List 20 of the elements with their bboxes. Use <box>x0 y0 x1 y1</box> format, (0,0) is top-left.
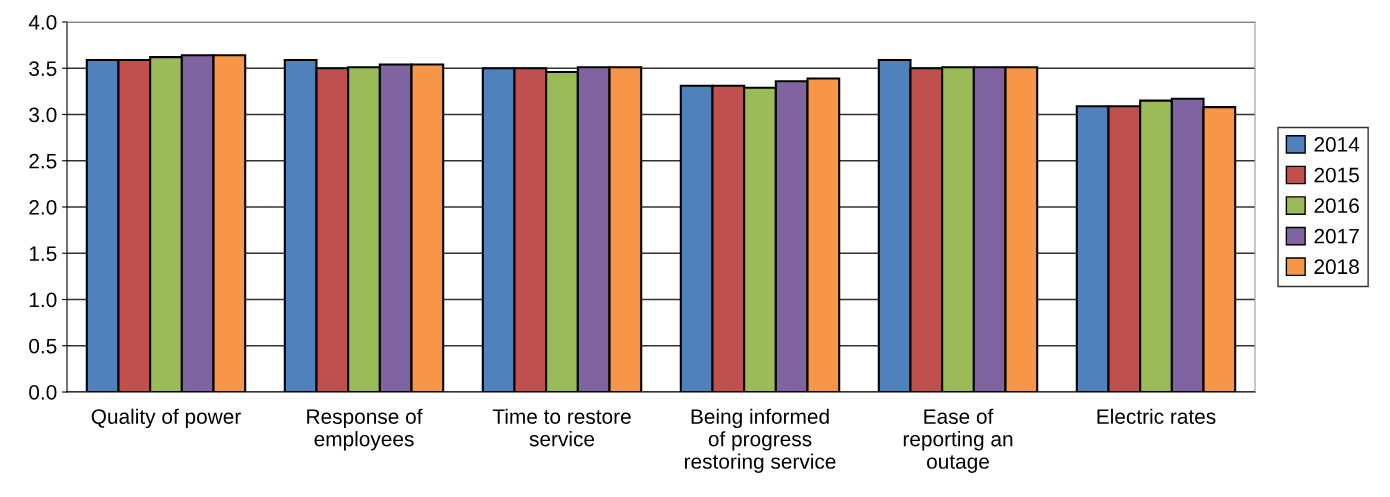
legend-label: 2017 <box>1314 228 1359 244</box>
x-tick-label: Electric rates <box>1097 408 1216 424</box>
y-tick-label: 3.5 <box>29 61 57 76</box>
y-tick-label: 4.0 <box>28 15 57 30</box>
x-tick-label: Ease of reporting an outage <box>903 408 1013 473</box>
x-tick-label: Response of employees <box>307 408 423 451</box>
y-tick-label: 0.0 <box>29 385 57 400</box>
x-tick-label: Quality of power <box>91 408 241 429</box>
legend-label: 2014 <box>1314 137 1360 152</box>
y-tick-label: 0.5 <box>29 338 57 354</box>
legend-label: 2015 <box>1314 167 1359 183</box>
legend-label: 2018 <box>1314 259 1359 275</box>
legend-label: 2016 <box>1314 198 1359 213</box>
x-tick-label: Time to restore service <box>492 408 631 447</box>
y-tick-label: 3.0 <box>29 107 57 123</box>
y-tick-label: 1.0 <box>29 292 57 308</box>
y-tick-label: 1.5 <box>29 246 57 261</box>
y-tick-label: 2.5 <box>29 153 57 169</box>
y-tick-label: 2.0 <box>29 200 57 215</box>
x-tick-label: Being informed of progress restoring service <box>684 408 836 473</box>
